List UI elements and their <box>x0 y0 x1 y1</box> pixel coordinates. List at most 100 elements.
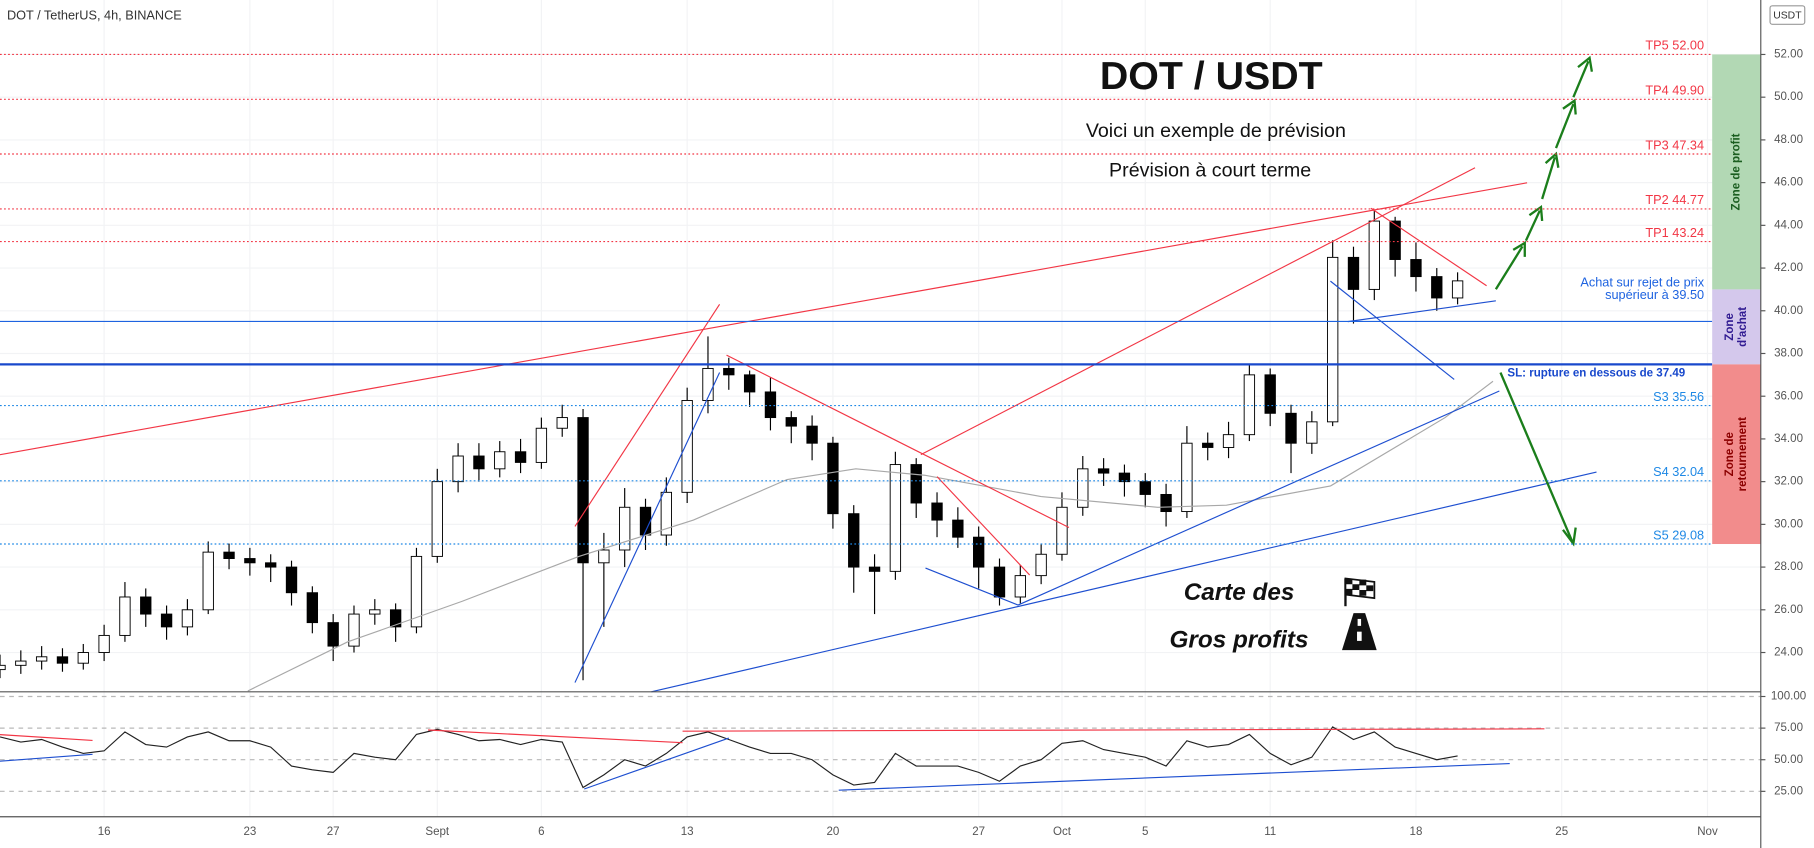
trend-line <box>925 567 1019 606</box>
y-tick-label: 44.00 <box>1774 219 1803 231</box>
trend-lines <box>0 55 1597 791</box>
candle-body <box>764 391 777 419</box>
zone-label: Zone <box>1724 313 1736 341</box>
caption: Gros profits <box>1170 626 1309 653</box>
y-tick-label: 24.00 <box>1774 647 1803 659</box>
candle-body <box>556 417 568 429</box>
level-label: TP2 44.77 <box>1645 192 1704 207</box>
candle-body <box>660 491 673 536</box>
subtitle: Voici un exemple de prévision <box>1086 120 1346 142</box>
candle-body <box>743 374 756 393</box>
candle-body <box>1139 481 1151 495</box>
y-tick-label: 46.00 <box>1774 177 1803 189</box>
candle-body <box>889 464 902 572</box>
candle-body <box>1118 472 1131 483</box>
candle-body <box>598 549 610 564</box>
x-tick-label: Sept <box>425 826 450 838</box>
headline: DOT / USDT <box>1100 54 1323 98</box>
level-label: S5 29.08 <box>1653 527 1704 542</box>
candle-body <box>389 609 402 628</box>
y-tick-label: 50.00 <box>1774 91 1803 103</box>
y-tick-label: 100.00 <box>1771 691 1806 703</box>
trend-line <box>936 476 1031 576</box>
candle-body <box>868 566 881 572</box>
arrow <box>1524 204 1544 242</box>
currency-badge[interactable] <box>1769 5 1806 25</box>
candle-body <box>15 660 27 666</box>
x-tick-label: 23 <box>243 826 256 838</box>
candle-body <box>410 555 423 628</box>
y-tick-label: 34.00 <box>1774 433 1803 445</box>
y-tick-label: 28.00 <box>1774 561 1803 573</box>
candle-body <box>223 551 235 560</box>
y-tick-label: 42.00 <box>1774 262 1803 274</box>
axes: 24.00 26.00 28.00 30.00 32.00 34.00 36.00 38.00… <box>98 49 1807 838</box>
candle-body <box>806 425 818 444</box>
candle-body <box>1285 412 1297 444</box>
trend-line <box>726 354 1070 529</box>
candle-body <box>77 652 89 664</box>
candle-body <box>1389 220 1401 260</box>
y-tick-label: 36.00 <box>1774 390 1803 402</box>
candle-body <box>702 367 714 401</box>
zone-label: Zone de profit <box>1731 133 1743 210</box>
chart-title: DOT / TetherUS, 4h, BINANCE <box>7 8 182 23</box>
candle-body <box>348 613 360 647</box>
y-tick-label: 50.00 <box>1774 754 1803 766</box>
candle-body <box>1222 434 1235 448</box>
candle-body <box>931 502 943 521</box>
candle-body <box>785 417 797 427</box>
candle-body <box>1077 468 1089 508</box>
y-tick-label: 40.00 <box>1774 305 1803 317</box>
candle-body <box>1160 493 1172 513</box>
grid <box>0 0 1761 817</box>
candle-body <box>327 622 339 647</box>
candle-body <box>473 455 485 470</box>
candle-body <box>1326 256 1339 423</box>
levels: TP5 52.00 TP4 49.90 TP3 47.34 TP2 44.77 TP1 … <box>0 38 1761 545</box>
rsi-trend-line <box>682 728 1545 732</box>
blue-trend-lines <box>0 280 1597 791</box>
candle-body <box>1368 220 1380 290</box>
candle-body <box>35 656 48 662</box>
candle-body <box>681 400 693 493</box>
subtitle: Prévision à court terme <box>1109 159 1311 181</box>
arrow <box>1572 55 1594 98</box>
candle-body <box>0 664 6 671</box>
candle-body <box>56 656 69 664</box>
candle-body <box>993 566 1006 598</box>
candle-body <box>848 513 860 568</box>
level-label: TP4 49.90 <box>1645 83 1704 98</box>
arrow <box>1499 372 1577 547</box>
candle-body <box>98 634 110 653</box>
y-tick-label: 52.00 <box>1774 49 1803 61</box>
zone-label: Zone de <box>1724 431 1736 476</box>
rsi-trend-line <box>0 753 93 762</box>
candle-body <box>723 367 735 376</box>
flag-icon <box>1344 577 1376 607</box>
x-tick-label: Nov <box>1697 826 1718 838</box>
y-tick-label: 30.00 <box>1774 518 1803 530</box>
trend-line <box>1330 280 1455 380</box>
candle-body <box>1410 259 1422 278</box>
candle-body <box>1431 276 1443 299</box>
y-tick-label: 38.00 <box>1774 348 1803 360</box>
rsi-trend-line <box>428 729 683 744</box>
zone <box>1712 54 1761 290</box>
candle-body <box>202 551 214 611</box>
level-label: TP3 47.34 <box>1645 137 1704 152</box>
level-label: SL: rupture en dessous de 37.49 <box>1507 368 1685 380</box>
level-label: TP1 43.24 <box>1645 225 1704 240</box>
candle-body <box>973 536 985 568</box>
candle-body <box>181 609 194 628</box>
candle-body <box>1243 374 1256 436</box>
trend-line <box>1347 300 1496 323</box>
y-tick-label: 25.00 <box>1774 785 1803 797</box>
candle-body <box>1035 553 1047 577</box>
candle-body <box>1014 575 1026 598</box>
rsi-trend-line <box>584 737 730 790</box>
x-tick-label: 16 <box>98 826 111 838</box>
candle-body <box>140 596 152 615</box>
